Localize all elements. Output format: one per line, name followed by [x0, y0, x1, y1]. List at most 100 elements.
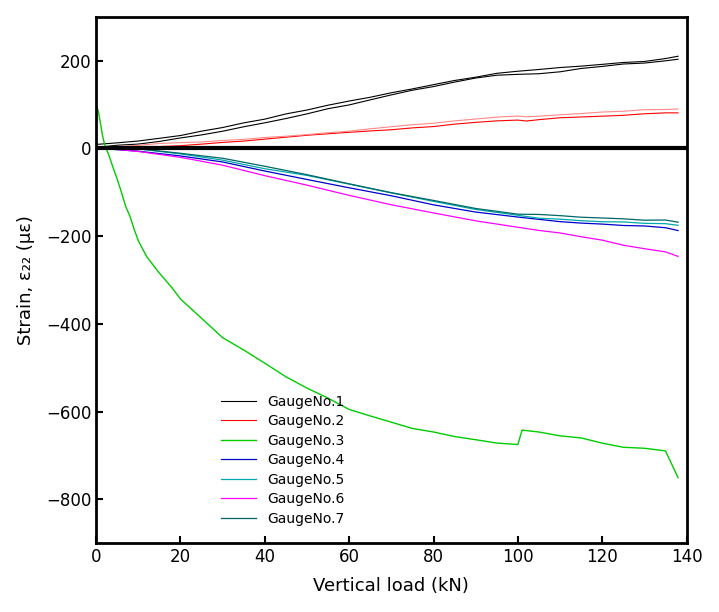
Line: GaugeNo.4: GaugeNo.4: [96, 148, 678, 231]
GaugeNo.4: [113, 146, 122, 154]
GaugeNo.5: [176, 150, 185, 157]
GaugeNo.1: [155, 138, 164, 145]
GaugeNo.5: [219, 157, 227, 164]
GaugeNo.4: [260, 167, 269, 174]
GaugeNo.7: [535, 211, 544, 218]
GaugeNo.7: [661, 216, 670, 223]
GaugeNo.2: [535, 116, 544, 124]
GaugeNo.6: [640, 245, 649, 252]
GaugeNo.3: [387, 419, 395, 426]
GaugeNo.5: [619, 218, 628, 226]
GaugeNo.7: [598, 214, 607, 222]
GaugeNo.5: [661, 220, 670, 227]
GaugeNo.5: [472, 206, 480, 213]
X-axis label: Vertical load (kN): Vertical load (kN): [313, 577, 470, 595]
GaugeNo.6: [176, 154, 185, 161]
GaugeNo.2: [522, 118, 531, 125]
GaugeNo.3: [260, 359, 269, 367]
GaugeNo.4: [556, 218, 564, 225]
GaugeNo.2: [260, 135, 269, 143]
Y-axis label: Strain, ε₂₂ (με): Strain, ε₂₂ (με): [17, 215, 35, 345]
GaugeNo.2: [619, 111, 628, 119]
GaugeNo.1: [619, 61, 628, 68]
GaugeNo.6: [556, 230, 564, 237]
Line: GaugeNo.6: GaugeNo.6: [96, 148, 678, 256]
GaugeNo.2: [303, 132, 311, 139]
GaugeNo.2: [324, 130, 332, 138]
GaugeNo.1: [429, 83, 438, 90]
GaugeNo.7: [674, 218, 682, 226]
GaugeNo.3: [577, 435, 585, 442]
GaugeNo.6: [345, 192, 354, 199]
GaugeNo.7: [556, 212, 564, 219]
GaugeNo.1: [366, 96, 375, 103]
Line: GaugeNo.2: GaugeNo.2: [96, 113, 678, 148]
GaugeNo.4: [577, 220, 585, 227]
GaugeNo.6: [429, 209, 438, 217]
GaugeNo.2: [197, 141, 206, 148]
GaugeNo.3: [122, 203, 130, 210]
GaugeNo.4: [92, 144, 101, 152]
GaugeNo.6: [219, 162, 227, 169]
GaugeNo.2: [155, 143, 164, 150]
GaugeNo.4: [134, 147, 142, 155]
GaugeNo.7: [472, 205, 480, 212]
GaugeNo.4: [345, 184, 354, 192]
GaugeNo.1: [577, 65, 585, 72]
GaugeNo.2: [345, 129, 354, 136]
GaugeNo.3: [219, 334, 227, 341]
GaugeNo.7: [303, 171, 311, 178]
GaugeNo.5: [598, 218, 607, 225]
GaugeNo.7: [640, 217, 649, 224]
Line: GaugeNo.3: GaugeNo.3: [96, 105, 678, 477]
GaugeNo.7: [345, 180, 354, 187]
GaugeNo.3: [117, 188, 126, 196]
GaugeNo.4: [176, 152, 185, 160]
GaugeNo.3: [429, 428, 438, 436]
GaugeNo.7: [113, 144, 122, 152]
GaugeNo.5: [113, 145, 122, 152]
GaugeNo.6: [472, 217, 480, 225]
GaugeNo.1: [472, 75, 480, 82]
GaugeNo.5: [535, 215, 544, 222]
GaugeNo.6: [134, 148, 142, 155]
GaugeNo.5: [577, 217, 585, 225]
GaugeNo.3: [104, 151, 113, 159]
GaugeNo.3: [100, 141, 109, 148]
GaugeNo.3: [126, 212, 134, 220]
GaugeNo.3: [674, 474, 682, 481]
GaugeNo.1: [345, 101, 354, 108]
GaugeNo.1: [113, 141, 122, 149]
GaugeNo.2: [387, 126, 395, 133]
Legend: GaugeNo.1, GaugeNo.2, GaugeNo.3, GaugeNo.4, GaugeNo.5, GaugeNo.6, GaugeNo.7: GaugeNo.1, GaugeNo.2, GaugeNo.3, GaugeNo…: [221, 395, 344, 526]
GaugeNo.2: [661, 109, 670, 116]
GaugeNo.6: [661, 248, 670, 256]
GaugeNo.6: [260, 172, 269, 179]
GaugeNo.3: [176, 296, 185, 303]
GaugeNo.2: [598, 113, 607, 120]
GaugeNo.6: [674, 253, 682, 260]
GaugeNo.3: [109, 164, 117, 171]
GaugeNo.7: [219, 155, 227, 162]
GaugeNo.2: [493, 118, 501, 125]
GaugeNo.5: [387, 189, 395, 196]
GaugeNo.1: [239, 123, 248, 130]
GaugeNo.1: [387, 91, 395, 99]
GaugeNo.6: [535, 226, 544, 234]
GaugeNo.3: [493, 439, 501, 447]
GaugeNo.6: [92, 144, 101, 152]
GaugeNo.4: [219, 159, 227, 166]
GaugeNo.1: [219, 127, 227, 135]
GaugeNo.2: [92, 144, 101, 152]
GaugeNo.3: [303, 384, 311, 392]
GaugeNo.4: [674, 227, 682, 234]
GaugeNo.3: [282, 373, 290, 381]
GaugeNo.1: [513, 70, 522, 78]
GaugeNo.3: [92, 102, 101, 109]
GaugeNo.3: [450, 433, 459, 440]
GaugeNo.7: [176, 149, 185, 157]
GaugeNo.7: [134, 145, 142, 152]
GaugeNo.2: [408, 124, 417, 132]
GaugeNo.1: [493, 72, 501, 79]
GaugeNo.2: [134, 143, 142, 150]
